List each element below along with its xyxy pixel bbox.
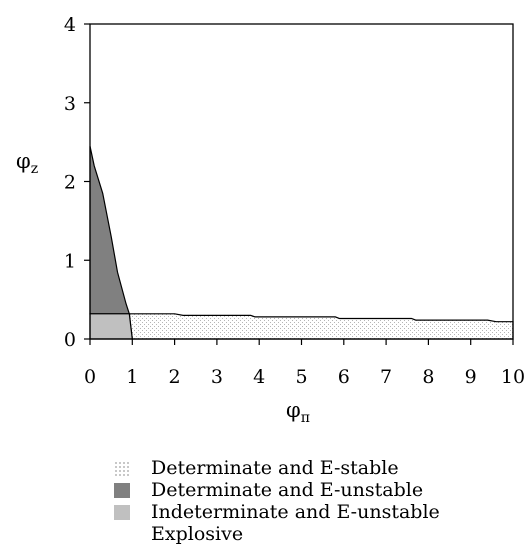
axes [89,23,514,340]
y-tick-label: 4 [64,14,76,36]
legend-label: Determinate and E-stable [151,457,399,479]
region-indeterminate-and-e-unstable [89,313,133,340]
plot-regions [89,145,514,340]
legend-swatch-light-gray [114,504,130,520]
x-tick-label: 2 [169,366,181,388]
legend-item-determinate-e-stable: Determinate and E-stable [114,457,440,479]
x-tick-label: 6 [338,366,350,388]
y-tick-label: 0 [64,329,76,351]
x-axis-ticks: 0 1 2 3 4 5 6 7 8 9 10 [84,339,525,388]
region-determinate-and-e-stable [128,313,514,340]
y-tick-label: 1 [64,250,76,272]
y-axis-title: φz [16,149,38,177]
x-tick-label: 10 [501,366,525,388]
legend-item-determinate-e-unstable: Determinate and E-unstable [114,479,440,501]
x-tick-label: 1 [126,366,138,388]
legend-swatch-none [114,527,130,542]
y-tick-label: 2 [64,172,76,194]
x-axis-title: φπ [286,398,310,426]
y-axis-ticks: 0 1 2 3 4 [64,14,90,351]
legend-label: Explosive [151,523,244,545]
legend-item-indeterminate-e-unstable: Indeterminate and E-unstable [114,501,440,523]
legend-label: Determinate and E-unstable [151,479,424,501]
legend-item-explosive: Explosive [114,523,440,545]
x-tick-label: 7 [380,366,392,388]
legend: Determinate and E-stable Determinate and… [114,457,440,545]
x-tick-label: 4 [253,366,265,388]
plot-frame [89,23,514,340]
x-tick-label: 9 [465,366,477,388]
legend-swatch-dark-gray [114,482,130,498]
y-tick-label: 3 [64,93,76,115]
legend-swatch-dotted [114,460,130,476]
region-determinate-and-e-unstable [89,145,131,315]
x-tick-label: 0 [84,366,96,388]
x-tick-label: 8 [422,366,434,388]
chart: 0 1 2 3 4 5 6 7 8 9 10 0 1 2 3 4 φπ φz [16,14,525,426]
legend-label: Indeterminate and E-unstable [151,501,440,523]
x-tick-label: 3 [211,366,223,388]
x-tick-label: 5 [295,366,307,388]
